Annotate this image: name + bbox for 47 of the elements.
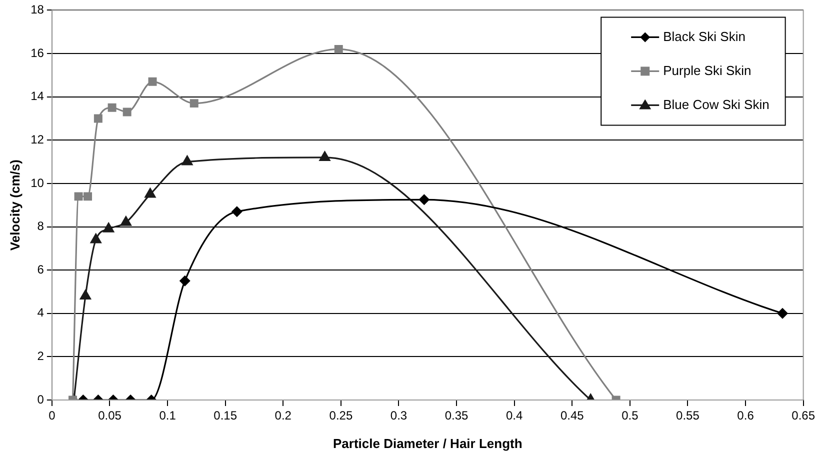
point: [108, 103, 116, 112]
point: [120, 215, 132, 226]
x-tick-label: 0.45: [560, 408, 584, 423]
x-tick-label: 0.2: [274, 408, 292, 423]
point: [122, 108, 132, 116]
y-tick-label: 6: [37, 262, 44, 276]
y-tick-label: 16: [30, 46, 44, 60]
legend-label: Blue Cow Ski Skin: [663, 96, 770, 112]
x-tick-label: 0.55: [676, 408, 700, 423]
y-tick-label: 4: [37, 306, 44, 320]
point: [418, 194, 430, 206]
point: [102, 222, 115, 232]
y-tick-label: 10: [30, 176, 44, 190]
point: [190, 99, 198, 108]
point: [179, 275, 190, 286]
x-tick-label: 0.3: [390, 408, 408, 423]
x-tick-label: 0.65: [792, 408, 816, 423]
point: [318, 150, 331, 161]
y-axis-title: Velocity (cm/s): [7, 160, 22, 251]
x-tick-label: 0.15: [214, 408, 238, 423]
y-tick-label: 12: [30, 132, 44, 146]
x-tick-label: 0: [48, 408, 56, 423]
point: [84, 192, 92, 201]
x-tick-label: 0.05: [98, 408, 122, 423]
point: [79, 289, 92, 300]
x-axis-title: Particle Diameter / Hair Length: [332, 436, 522, 451]
point: [231, 206, 242, 218]
point: [94, 114, 102, 123]
y-tick-label: 14: [30, 89, 44, 104]
point: [181, 154, 194, 166]
x-tick-label: 0.35: [444, 408, 469, 423]
point: [90, 232, 102, 244]
x-tick-label: 0.6: [737, 408, 754, 423]
legend-label: Purple Ski Skin: [663, 62, 752, 78]
x-tick-label: 0.4: [506, 408, 523, 423]
point: [144, 187, 156, 198]
point: [334, 44, 343, 54]
x-tick-label: 0.25: [329, 408, 353, 423]
x-tick-label: 0.1: [159, 408, 176, 423]
y-tick-label: 18: [30, 2, 44, 17]
point: [74, 192, 83, 201]
point: [148, 77, 157, 86]
x-tick-label: 0.5: [622, 408, 639, 423]
y-tick-label: 8: [37, 219, 44, 234]
y-tick-label: 2: [37, 349, 44, 363]
y-tick-label: 0: [37, 392, 44, 406]
legend-label: Black Ski Skin: [663, 28, 746, 44]
